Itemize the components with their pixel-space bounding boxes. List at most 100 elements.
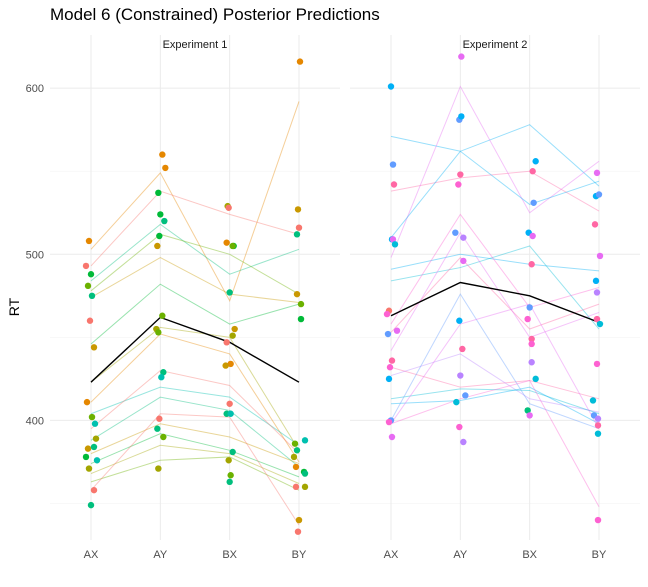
series-line — [90, 456, 300, 491]
mean-line — [90, 316, 300, 383]
series-line — [90, 370, 300, 454]
data-point — [85, 237, 93, 245]
data-point — [528, 359, 535, 366]
data-point — [457, 171, 464, 178]
data-point — [294, 528, 302, 535]
data-point — [528, 340, 535, 348]
x-tick-label: BY — [592, 549, 607, 561]
data-point — [84, 445, 92, 452]
chart-title: Model 6 (Constrained) Posterior Predicti… — [50, 5, 380, 24]
data-point — [458, 53, 465, 60]
data-point — [90, 443, 98, 451]
data-point — [453, 398, 460, 406]
data-point — [296, 58, 304, 65]
data-point — [84, 282, 92, 290]
x-tick-label: AY — [453, 549, 468, 561]
data-point — [293, 290, 301, 298]
data-point — [159, 151, 166, 158]
data-point — [532, 158, 539, 165]
data-point — [593, 360, 601, 368]
data-point — [227, 360, 234, 368]
series-line — [390, 253, 600, 272]
series-line — [390, 245, 600, 330]
series-line — [90, 386, 300, 446]
series-line — [390, 303, 600, 429]
data-point — [301, 483, 309, 491]
data-point — [462, 392, 469, 399]
data-point — [157, 211, 164, 218]
series-line — [90, 433, 300, 478]
data-point — [594, 415, 602, 422]
series-line — [390, 256, 600, 333]
data-point — [155, 465, 162, 472]
x-tick-label: AY — [153, 549, 168, 561]
data-point — [291, 440, 299, 447]
data-point — [229, 242, 236, 250]
data-point — [222, 362, 229, 369]
data-point — [292, 483, 300, 491]
data-point — [390, 181, 398, 188]
data-point — [223, 339, 230, 346]
x-tick-label: BY — [292, 549, 307, 561]
data-point — [162, 164, 169, 172]
data-point — [159, 312, 166, 319]
data-point — [452, 229, 459, 236]
data-point — [83, 398, 91, 406]
data-point — [161, 217, 168, 225]
data-point — [87, 271, 95, 278]
data-point — [158, 374, 165, 381]
data-point — [460, 234, 467, 241]
facet-strip-label: Experiment 1 — [163, 39, 228, 51]
data-point — [293, 231, 301, 238]
data-point — [385, 375, 393, 383]
data-point — [301, 470, 309, 477]
y-tick-label: 400 — [26, 415, 44, 427]
data-point — [456, 317, 463, 324]
data-point — [529, 232, 536, 240]
data-point — [524, 407, 531, 414]
data-point — [155, 329, 162, 336]
data-point — [227, 410, 234, 417]
data-point — [459, 345, 466, 353]
data-point — [530, 199, 537, 206]
facet-strip-label: Experiment 2 — [463, 39, 528, 51]
data-point — [593, 315, 601, 323]
series-line — [90, 413, 300, 526]
data-point — [160, 369, 167, 376]
series-line — [390, 124, 600, 187]
data-point — [297, 315, 305, 323]
data-point — [388, 357, 396, 364]
series-line — [90, 283, 300, 345]
series-line — [90, 333, 300, 463]
y-tick-label: 500 — [26, 249, 44, 261]
series-line — [90, 326, 300, 451]
data-point — [526, 412, 533, 419]
data-point — [88, 292, 96, 300]
series-line — [390, 386, 600, 425]
series-line — [90, 233, 300, 295]
data-point — [225, 457, 232, 464]
series-line — [90, 101, 300, 303]
data-point — [391, 241, 399, 248]
series-line — [390, 170, 600, 212]
data-point — [386, 364, 394, 371]
x-tick-label: BX — [522, 549, 537, 561]
series-line — [90, 423, 300, 465]
data-point — [594, 516, 602, 524]
data-point — [154, 425, 161, 432]
series-line — [90, 444, 300, 484]
series-line — [390, 85, 600, 258]
data-point — [156, 232, 163, 240]
series-line — [90, 396, 300, 468]
data-point — [460, 438, 467, 446]
data-point — [90, 344, 98, 351]
data-point — [92, 435, 100, 442]
series-line — [90, 223, 300, 282]
panel-1: Experiment 1 AX AY BX BY — [50, 35, 340, 561]
series-line — [390, 293, 600, 430]
data-point — [225, 204, 232, 211]
data-point — [229, 332, 236, 339]
x-tick-label: AX — [384, 549, 399, 561]
data-point — [226, 289, 233, 296]
data-point — [86, 317, 94, 324]
